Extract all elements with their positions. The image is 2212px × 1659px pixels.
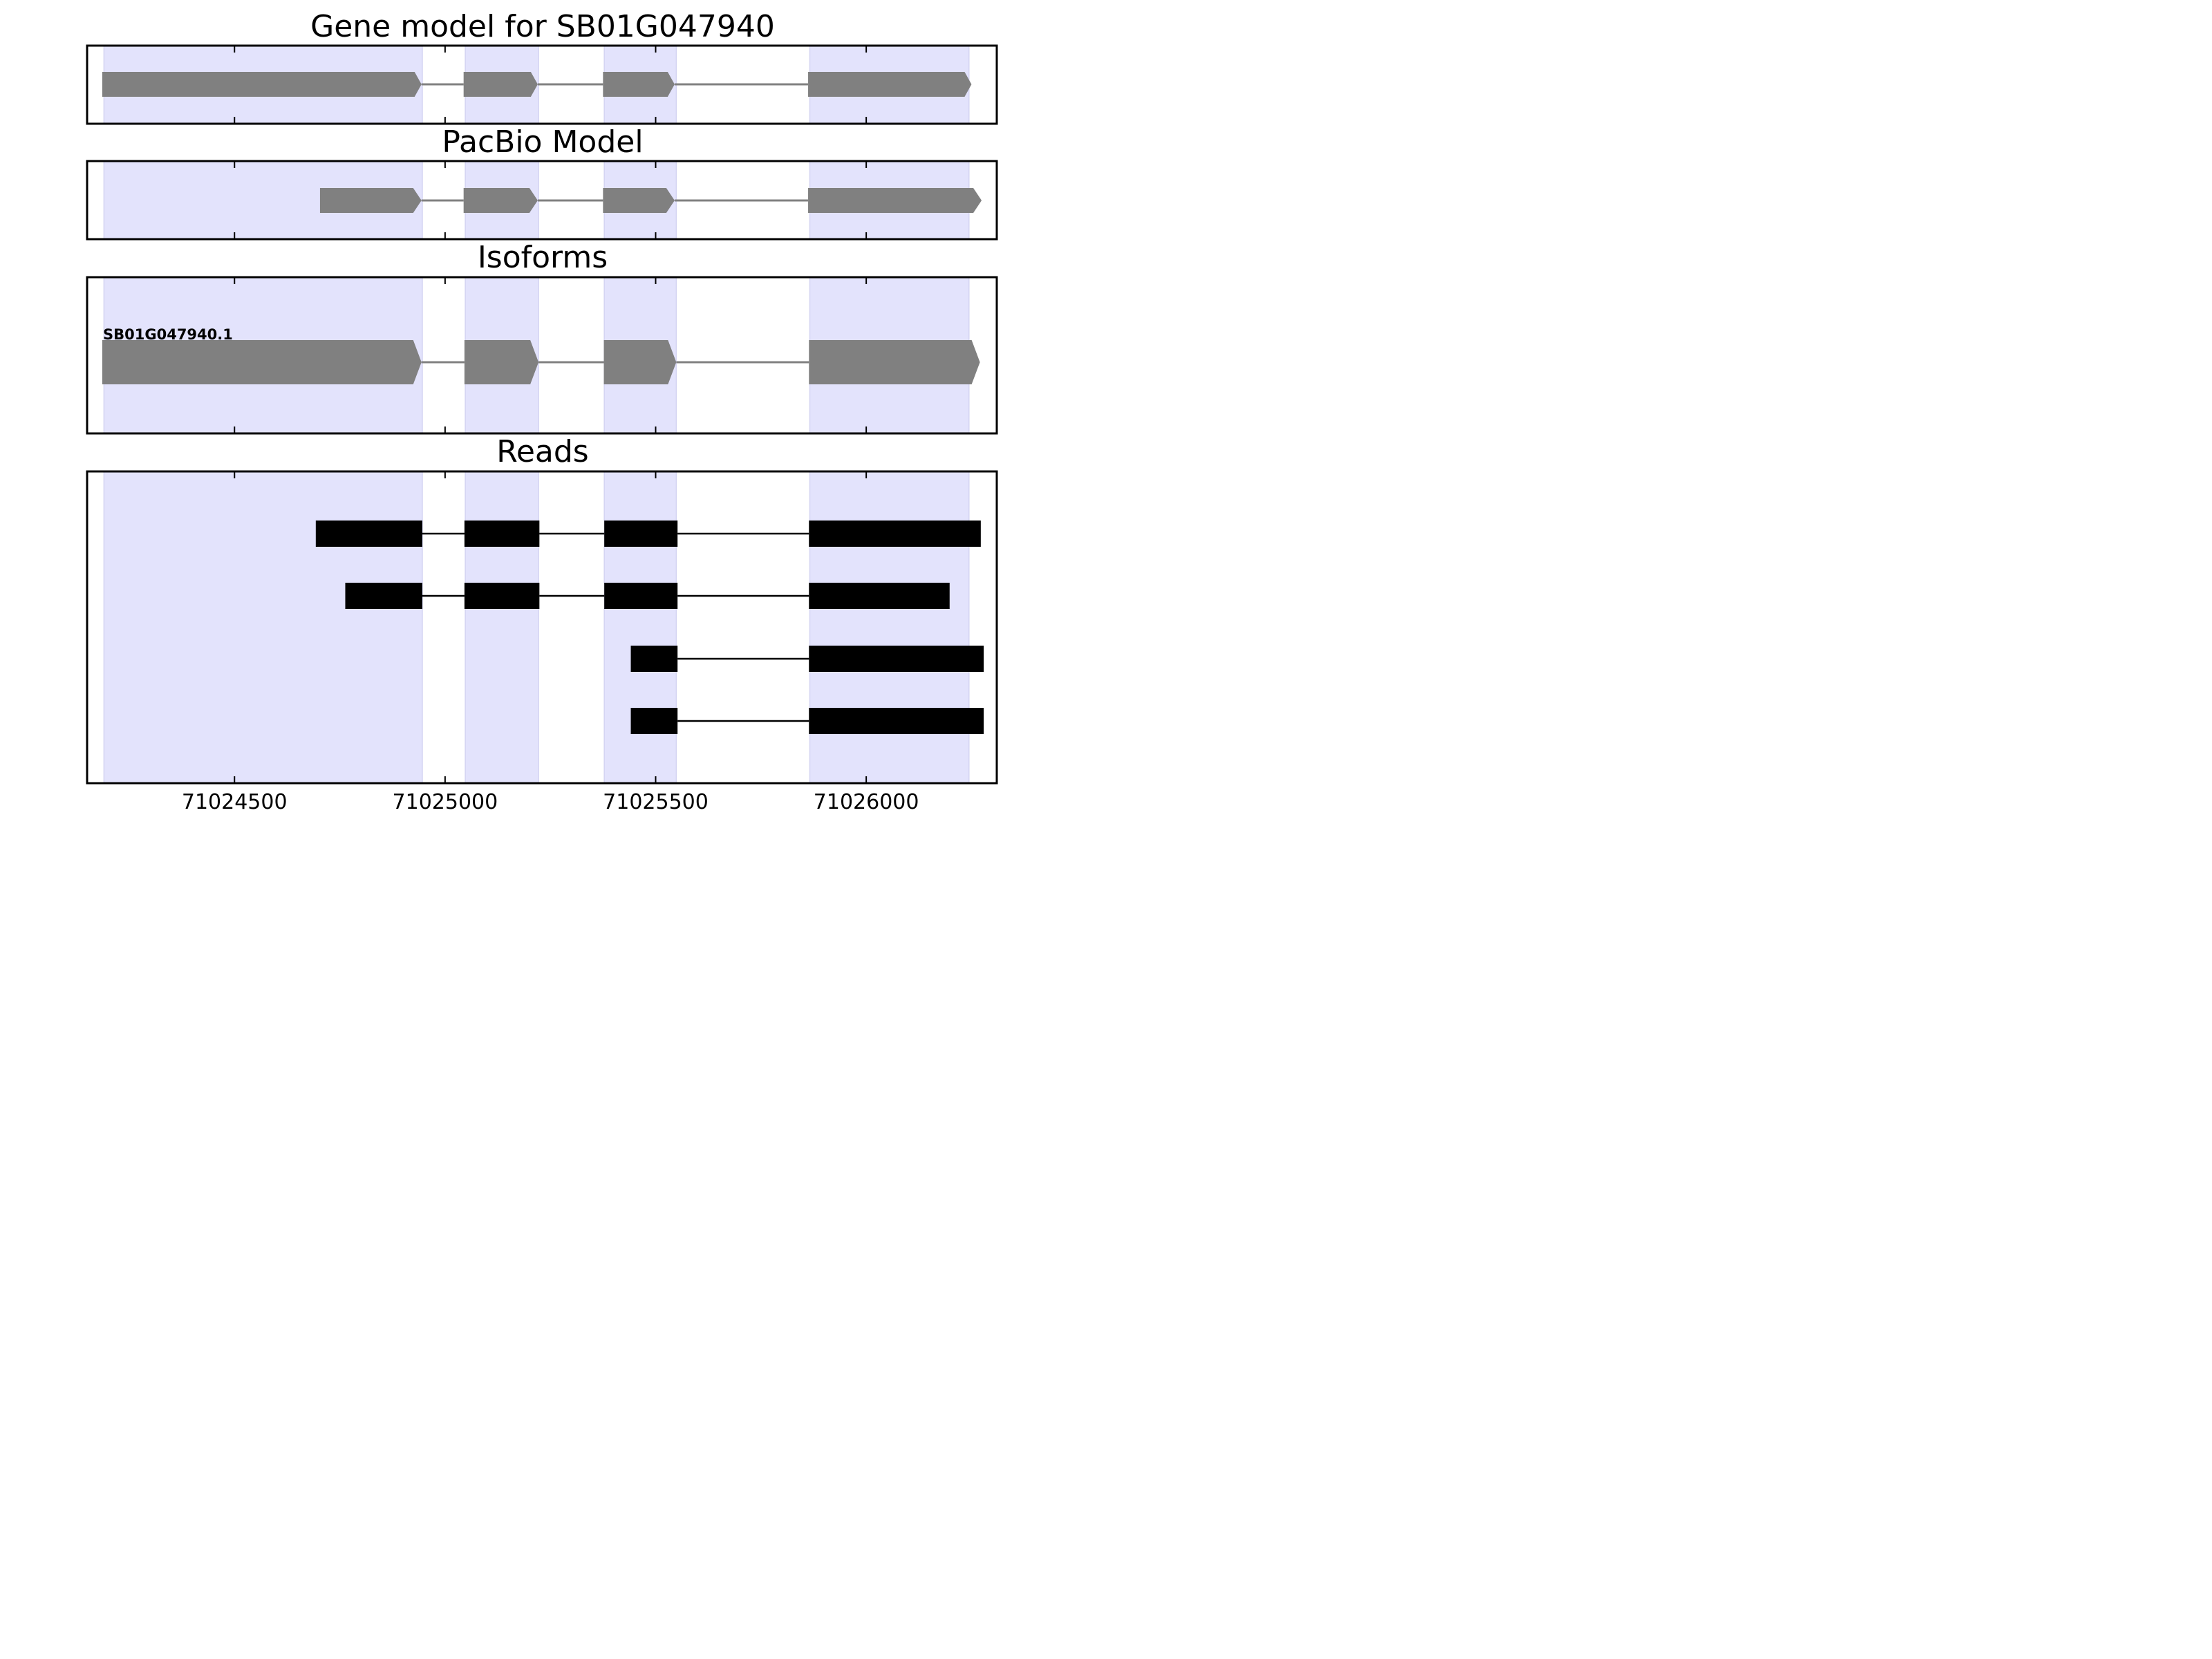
figure-text: Gene model for SB01G047940 PacBio Model …	[103, 9, 919, 813]
exon-block	[809, 340, 980, 384]
read-exon-block	[630, 646, 678, 672]
exon-block	[319, 188, 422, 213]
exon-block	[603, 72, 675, 97]
gene-features	[102, 72, 984, 734]
exon-block	[603, 188, 675, 213]
read-exon-block	[630, 708, 678, 734]
x-tick-label: 71025000	[393, 790, 498, 813]
read-exon-block	[604, 521, 678, 547]
exon-band	[103, 471, 423, 784]
read-exon-block	[345, 583, 422, 609]
panel-title-gene-model: Gene model for SB01G047940	[310, 9, 775, 44]
exon-band	[465, 471, 539, 784]
read-exon-block	[809, 521, 981, 547]
panel-frame	[86, 276, 998, 435]
read-exon-block	[315, 521, 422, 547]
exon-block	[808, 188, 982, 213]
gene-structure-figure: Gene model for SB01G047940 PacBio Model …	[0, 0, 1084, 813]
exon-block	[603, 340, 677, 384]
read-exon-block	[464, 583, 540, 609]
exon-block	[102, 340, 422, 384]
exon-band	[603, 471, 677, 784]
read-exon-block	[809, 583, 950, 609]
exon-band	[809, 471, 970, 784]
exon-block	[463, 72, 538, 97]
panel-title-reads: Reads	[496, 434, 588, 469]
read-exon-block	[809, 708, 984, 734]
x-tick-label: 71025500	[603, 790, 709, 813]
read-exon-block	[809, 646, 984, 672]
panel-title-pacbio-model: PacBio Model	[442, 124, 643, 160]
panel-frame	[86, 470, 998, 785]
isoform-label: SB01G047940.1	[103, 326, 233, 343]
read-exon-block	[464, 521, 540, 547]
exon-block	[464, 340, 539, 384]
x-tick-label: 71024500	[182, 790, 288, 813]
x-tick-label: 71026000	[814, 790, 919, 813]
panel-title-isoforms: Isoforms	[478, 240, 608, 275]
panel-frame	[86, 160, 998, 241]
exon-block	[463, 188, 538, 213]
read-exon-block	[604, 583, 678, 609]
exon-block	[102, 72, 422, 97]
exon-block	[808, 72, 972, 97]
panel-frames	[86, 44, 998, 785]
panel-frame	[86, 44, 998, 125]
